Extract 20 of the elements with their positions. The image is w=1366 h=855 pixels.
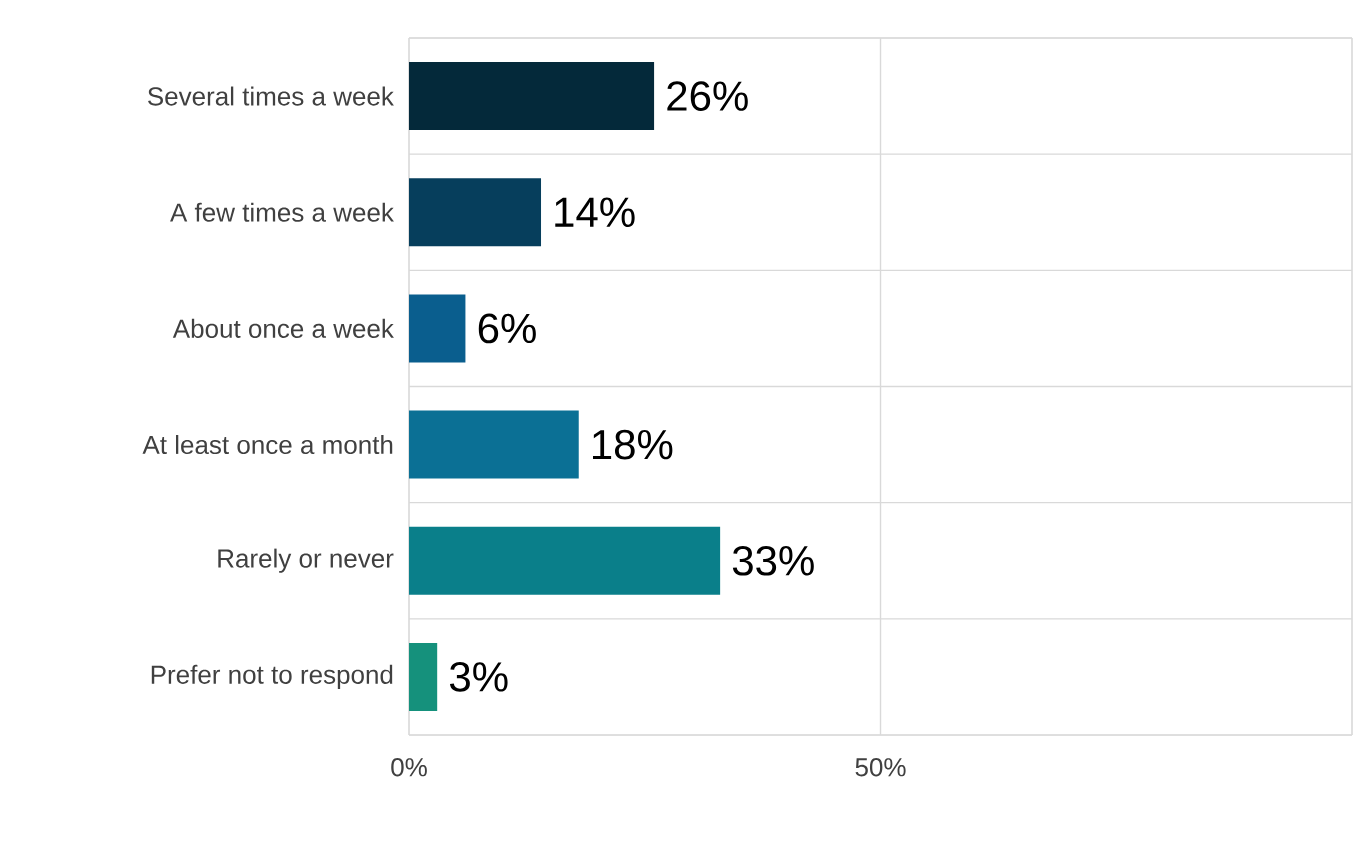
bar — [409, 526, 721, 595]
bar — [409, 62, 655, 131]
bar — [409, 294, 466, 363]
data-label: 33% — [732, 545, 814, 576]
data-label: 18% — [593, 429, 673, 460]
y-tick-label: A few times a week — [170, 202, 394, 222]
data-label: 3% — [449, 662, 508, 692]
data-label: 14% — [555, 197, 635, 227]
x-tick-label: 50% — [855, 758, 906, 777]
y-tick-label: About once a week — [172, 318, 394, 338]
data-label: 6% — [478, 313, 536, 344]
data-label: 26% — [667, 81, 748, 111]
y-tick-label: Prefer not to respond — [151, 664, 393, 690]
y-tick-label: At least once a month — [142, 435, 393, 455]
bar — [409, 642, 438, 711]
bar — [409, 410, 579, 479]
bar — [409, 178, 542, 247]
x-tick-label: 0% — [391, 758, 427, 777]
y-tick-label: Rarely or never — [218, 548, 394, 573]
y-tick-label: Several times a week — [148, 86, 394, 106]
